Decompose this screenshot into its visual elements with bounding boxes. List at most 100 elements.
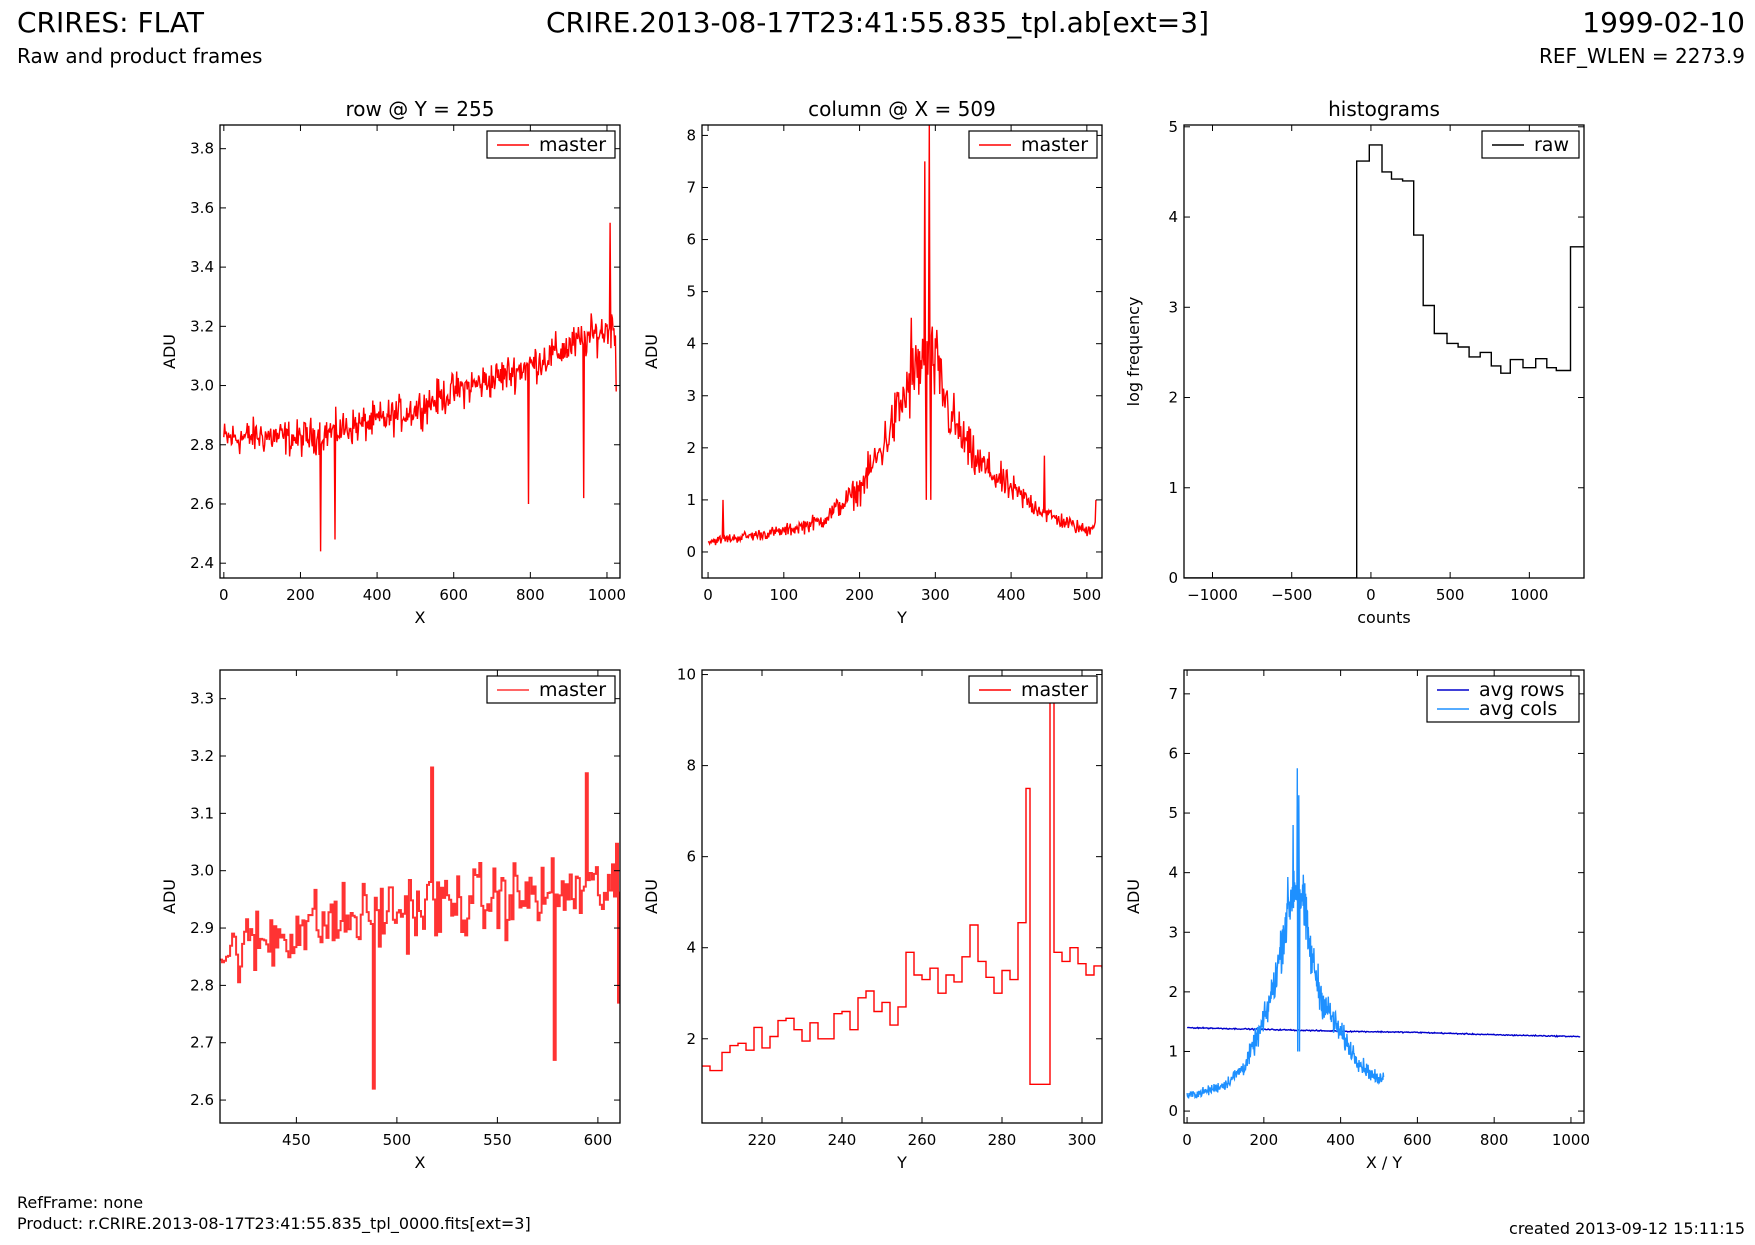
chart-title: histograms	[1328, 97, 1440, 121]
x-tick-label: 240	[828, 1131, 857, 1149]
series-group	[220, 766, 620, 1090]
series-group	[223, 222, 617, 552]
axes-frame	[219, 669, 621, 1124]
y-tick-label: 3.2	[190, 747, 214, 765]
y-tick-label: 5	[686, 283, 696, 301]
file-title: CRIRE.2013-08-17T23:41:55.835_tpl.ab[ext…	[545, 6, 1209, 39]
y-tick-label: 1	[1168, 1042, 1178, 1060]
chart-col-zoom: 220 240 260 280 300 2 4 6 8 10 Y ADU master	[642, 666, 1103, 1172]
legend-entry: avg cols	[1479, 698, 1557, 720]
page-title: CRIRES: FLAT	[17, 6, 204, 39]
chart-row-zoom: 450 500 550 600 2.6 2.7 2.8 2.9 3.0 3.1 3.2 3.3 X ADU…	[160, 669, 621, 1172]
x-tick-label: 260	[908, 1131, 937, 1149]
legend-entry: master	[1021, 679, 1088, 701]
x-tick-label: 200	[845, 586, 874, 604]
x-tick-label: −500	[1271, 586, 1312, 604]
x-tick-label: 1000	[588, 586, 626, 604]
y-axis-label: log frequency	[1124, 297, 1143, 407]
y-tick-label: 2.7	[190, 1034, 214, 1052]
x-tick-label: 0	[219, 586, 229, 604]
page-subtitle: Raw and product frames	[17, 44, 263, 68]
x-tick-label: 550	[483, 1131, 512, 1149]
date-label: 1999-02-10	[1582, 6, 1745, 39]
y-tick-label: 3.0	[190, 377, 214, 395]
y-tick-label: 3	[686, 387, 696, 405]
y-tick-label: 2	[686, 439, 696, 457]
x-tick-label: −1000	[1187, 586, 1238, 604]
legend: master	[968, 130, 1098, 159]
axes-frame	[701, 124, 1103, 579]
legend: master	[486, 675, 616, 704]
legend-entry: raw	[1534, 134, 1569, 156]
y-tick-label: 2	[1168, 389, 1178, 407]
x-tick-label: 220	[748, 1131, 777, 1149]
series-group	[702, 696, 1102, 1085]
chart-title: row @ Y = 255	[346, 97, 495, 121]
x-axis-label: X / Y	[1366, 1153, 1403, 1172]
y-tick-label: 6	[1168, 744, 1178, 762]
y-tick-label: 4	[1168, 864, 1178, 882]
product-label: Product: r.CRIRE.2013-08-17T23:41:55.835…	[17, 1214, 531, 1233]
y-axis-label: ADU	[160, 879, 179, 914]
x-axis-label: counts	[1357, 608, 1410, 627]
x-tick-label: 0	[703, 586, 713, 604]
y-tick-label: 2.6	[190, 1091, 214, 1109]
axes-frame	[1183, 124, 1585, 579]
legend: master	[968, 675, 1098, 704]
y-tick-label: 5	[1168, 118, 1178, 136]
legend-entry: master	[539, 134, 606, 156]
chart-histogram: −1000 −500 0 500 1000 0 1 2 3 4 5 counts log frequen…	[1124, 97, 1585, 627]
y-tick-label: 3	[1168, 923, 1178, 941]
x-tick-label: 400	[997, 586, 1026, 604]
y-tick-label: 3.4	[190, 258, 214, 276]
axes-frame	[701, 669, 1103, 1124]
series-group	[1186, 768, 1581, 1100]
y-tick-label: 4	[686, 939, 696, 957]
y-tick-label: 2.8	[190, 436, 214, 454]
x-tick-label: 300	[1068, 1131, 1097, 1149]
legend-entry: master	[1021, 134, 1088, 156]
y-tick-label: 3.0	[190, 862, 214, 880]
x-tick-label: 1000	[1510, 586, 1548, 604]
y-tick-label: 7	[1168, 685, 1178, 703]
y-axis-label: ADU	[642, 334, 661, 369]
y-tick-label: 3.3	[190, 690, 214, 708]
y-tick-label: 0	[1168, 569, 1178, 587]
legend: master	[486, 130, 616, 159]
series-group	[707, 125, 1097, 546]
x-tick-label: 1000	[1552, 1131, 1590, 1149]
chart-averages: 0 200 400 600 800 1000 0 1 2 3 4 5 6 7 X / Y ADU avg row…	[1124, 669, 1590, 1172]
y-tick-label: 3	[1168, 298, 1178, 316]
x-tick-label: 600	[1403, 1131, 1432, 1149]
ref-wlen-label: REF_WLEN = 2273.9	[1538, 44, 1745, 68]
legend: raw	[1481, 130, 1580, 159]
x-axis-label: X	[415, 608, 426, 627]
x-tick-label: 300	[921, 586, 950, 604]
x-tick-label: 0	[1366, 586, 1376, 604]
y-tick-label: 4	[1168, 208, 1178, 226]
y-axis-label: ADU	[642, 879, 661, 914]
y-tick-label: 2.4	[190, 554, 214, 572]
y-tick-label: 8	[686, 757, 696, 775]
y-tick-label: 3.8	[190, 140, 214, 158]
series-line-master	[707, 125, 1097, 546]
x-tick-label: 500	[1436, 586, 1465, 604]
x-tick-label: 500	[1073, 586, 1102, 604]
axes-frame	[219, 124, 621, 579]
y-tick-label: 6	[686, 848, 696, 866]
y-tick-label: 4	[686, 335, 696, 353]
ref-frame-label: RefFrame: none	[17, 1193, 144, 1212]
legend-box	[1426, 675, 1580, 723]
chart-title: column @ X = 509	[808, 97, 996, 121]
y-axis-label: ADU	[160, 334, 179, 369]
axes-frame	[1183, 669, 1585, 1124]
x-tick-label: 600	[439, 586, 468, 604]
x-tick-label: 200	[1250, 1131, 1279, 1149]
x-tick-label: 400	[363, 586, 392, 604]
y-tick-label: 2.8	[190, 976, 214, 994]
chart-row-full: 0 200 400 600 800 1000 2.4 2.6 2.8 3.0 3.2 3.4 3.6 3.…	[160, 97, 626, 627]
y-tick-label: 10	[677, 666, 696, 684]
legend-entry: master	[539, 679, 606, 701]
y-tick-label: 7	[686, 178, 696, 196]
